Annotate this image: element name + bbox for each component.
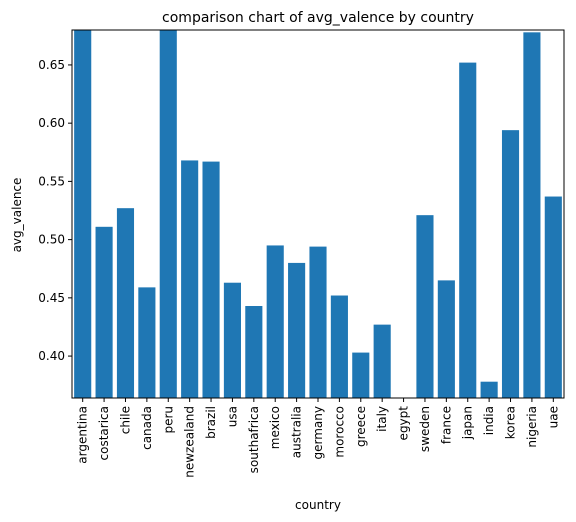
- x-tick-label: uae: [546, 406, 560, 428]
- y-axis: 0.40 0.45 0.50 0.55 0.60 0.65: [38, 58, 72, 363]
- bar-korea: [501, 130, 520, 398]
- bar-southafrica: [245, 306, 263, 398]
- y-tick-label: 0.40: [38, 349, 65, 363]
- x-tick-label: japan: [461, 406, 475, 440]
- bar-morocco: [330, 295, 348, 398]
- bar-australia: [288, 262, 306, 398]
- bar-usa: [223, 282, 241, 398]
- x-tick-label: usa: [225, 406, 239, 427]
- bar-costarica: [95, 226, 113, 398]
- bar-peru: [159, 30, 177, 398]
- bar-uae: [544, 196, 562, 398]
- bar-chile: [116, 208, 135, 398]
- x-tick-label: greece: [354, 406, 368, 447]
- x-tick-label: chile: [118, 406, 132, 434]
- x-tick-label: france: [439, 406, 453, 444]
- y-tick-label: 0.65: [38, 58, 65, 72]
- bar-italy: [373, 324, 391, 398]
- x-tick-label: canada: [140, 406, 154, 450]
- bar-greece: [352, 352, 370, 398]
- bar-germany: [309, 246, 327, 398]
- x-tick-label: sweden: [418, 406, 432, 452]
- x-tick-label: italy: [375, 406, 389, 432]
- bar-newzealand: [181, 160, 199, 398]
- bar-canada: [138, 287, 156, 398]
- bar-brazil: [202, 161, 220, 398]
- y-tick-label: 0.50: [38, 233, 65, 247]
- bar-japan: [459, 62, 477, 398]
- bar-sweden: [416, 215, 434, 398]
- y-axis-label: avg_valence: [10, 178, 24, 253]
- x-tick-label: costarica: [97, 406, 111, 460]
- bar-france: [437, 280, 455, 398]
- x-tick-label: germany: [311, 406, 325, 459]
- x-tick-label: egypt: [397, 406, 411, 441]
- x-tick-label: australia: [290, 406, 304, 458]
- x-tick-label: peru: [161, 406, 175, 434]
- bar-india: [480, 381, 498, 398]
- plot-frame: [71, 29, 565, 399]
- bars-group: [74, 30, 562, 399]
- chart-title: comparison chart of avg_valence by count…: [162, 10, 474, 26]
- y-tick-label: 0.60: [38, 116, 65, 130]
- x-tick-label: nigeria: [525, 406, 539, 448]
- bar-argentina: [74, 30, 92, 398]
- x-tick-label: korea: [504, 406, 518, 439]
- y-tick-label: 0.55: [38, 174, 65, 188]
- x-tick-label: mexico: [268, 406, 282, 449]
- x-axis-label: country: [295, 498, 341, 512]
- bar-nigeria: [523, 32, 541, 399]
- x-axis: argentina costarica chile canada peru newzeal…: [76, 398, 560, 478]
- x-tick-label: newzealand: [183, 406, 197, 478]
- y-tick-label: 0.45: [38, 291, 65, 305]
- bar-mexico: [266, 245, 284, 398]
- x-tick-label: southafrica: [247, 406, 261, 473]
- x-tick-label: brazil: [204, 406, 218, 439]
- x-tick-label: argentina: [76, 406, 90, 464]
- x-tick-label: morocco: [332, 406, 346, 458]
- x-tick-label: india: [482, 406, 496, 435]
